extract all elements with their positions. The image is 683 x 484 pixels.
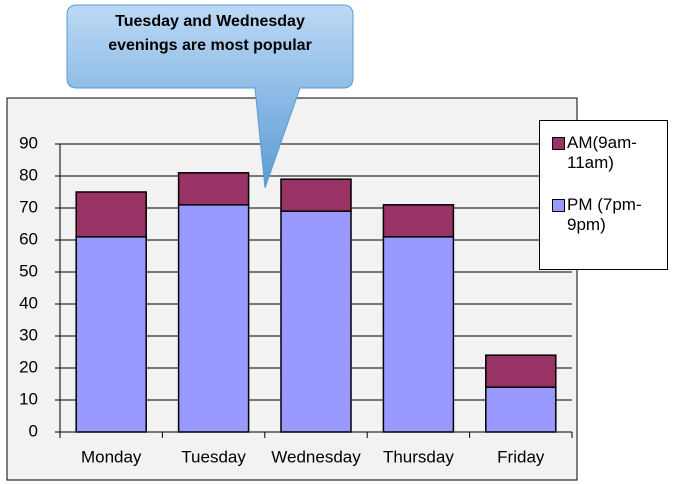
y-tick-label: 80 <box>19 165 38 184</box>
bar-segment <box>485 354 557 388</box>
legend-item: PM (7pm-9pm) <box>552 195 661 235</box>
y-tick-label: 90 <box>19 133 38 152</box>
bar-segment <box>382 236 455 433</box>
legend: AM(9am-11am) PM (7pm-9pm) <box>539 120 668 270</box>
y-tick-label: 50 <box>19 261 38 280</box>
legend-item: AM(9am-11am) <box>552 133 661 173</box>
y-tick-label: 0 <box>29 421 38 440</box>
annotation: Tuesday and Wednesday evenings are most … <box>108 13 312 54</box>
bar-segment <box>485 386 557 433</box>
legend-label: PM (7pm-9pm) <box>567 195 642 234</box>
callout <box>66 4 354 189</box>
legend-swatch <box>552 199 565 212</box>
y-tick-label: 20 <box>19 357 38 376</box>
x-tick-label: Thursday <box>383 447 454 466</box>
x-tick-label: Wednesday <box>271 447 361 466</box>
y-tick-label: 40 <box>19 293 38 312</box>
bar-segment <box>75 191 147 238</box>
legend-swatch <box>552 137 565 150</box>
bar-segment <box>75 236 147 433</box>
bar-segment <box>280 178 352 212</box>
bar-segment <box>280 210 352 433</box>
x-tick-label: Friday <box>497 447 545 466</box>
bar-segment <box>177 172 250 206</box>
x-tick-label: Tuesday <box>181 447 246 466</box>
y-tick-label: 70 <box>19 197 38 216</box>
y-tick-label: 30 <box>19 325 38 344</box>
bar-segment <box>177 204 250 433</box>
bar-segment <box>382 204 455 238</box>
x-tick-label: Monday <box>81 447 142 466</box>
y-tick-label: 60 <box>19 229 38 248</box>
y-tick-label: 10 <box>19 389 38 408</box>
legend-label: AM(9am-11am) <box>567 133 637 172</box>
